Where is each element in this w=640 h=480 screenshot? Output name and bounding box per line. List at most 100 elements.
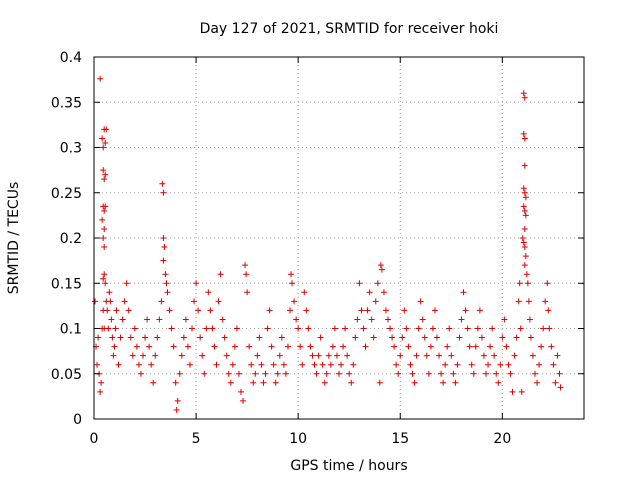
data-point: [101, 207, 108, 214]
data-point: [252, 370, 259, 377]
data-point: [100, 144, 107, 151]
data-point: [389, 334, 396, 341]
data-point: [434, 334, 440, 341]
data-point: [323, 370, 330, 377]
data-point: [325, 352, 332, 359]
data-point: [431, 307, 438, 314]
data-point: [487, 343, 494, 350]
data-point: [164, 289, 171, 296]
x-tick-label: 15: [391, 431, 409, 447]
data-point: [256, 334, 263, 341]
data-point: [231, 343, 238, 350]
data-point: [483, 370, 489, 377]
data-point: [340, 343, 347, 350]
data-point: [219, 316, 226, 323]
data-point: [288, 271, 295, 278]
data-point: [327, 361, 334, 368]
data-point: [415, 325, 422, 332]
data-point: [102, 280, 109, 287]
data-point: [189, 325, 195, 332]
data-point: [336, 370, 342, 377]
x-tick-label: 20: [493, 431, 511, 447]
y-tick-label: 0.3: [60, 141, 82, 157]
data-point: [391, 343, 398, 350]
data-point: [350, 361, 357, 368]
data-point: [313, 370, 320, 377]
data-point: [244, 289, 251, 296]
data-point: [146, 343, 153, 350]
data-point: [382, 307, 389, 314]
data-point: [521, 207, 528, 214]
data-point: [423, 352, 430, 359]
data-point: [163, 280, 170, 287]
data-point: [545, 307, 552, 314]
data-point: [360, 325, 367, 332]
data-point: [184, 343, 191, 350]
x-tick-label: 10: [289, 431, 307, 447]
data-point: [499, 334, 506, 341]
data-point: [168, 325, 175, 332]
data-point: [119, 316, 126, 323]
data-point: [282, 370, 289, 377]
data-point: [94, 361, 101, 368]
data-point: [274, 370, 281, 377]
data-point: [397, 352, 404, 359]
data-point: [248, 361, 255, 368]
data-point: [407, 361, 414, 368]
chart-title: Day 127 of 2021, SRMTID for receiver hok…: [200, 21, 499, 37]
data-point: [266, 307, 273, 314]
data-point: [522, 194, 529, 201]
data-point: [399, 334, 406, 341]
data-point: [520, 130, 527, 137]
data-point: [284, 343, 291, 350]
data-point: [101, 176, 108, 183]
data-point: [246, 343, 253, 350]
data-point: [319, 361, 326, 368]
data-point: [450, 370, 457, 377]
data-point: [211, 343, 218, 350]
data-point: [160, 235, 167, 241]
data-point: [117, 334, 124, 341]
data-point: [540, 325, 547, 332]
data-point: [444, 343, 451, 350]
data-point: [521, 189, 528, 196]
y-tick-label: 0.4: [60, 50, 82, 66]
data-point: [104, 307, 111, 314]
data-point: [521, 262, 528, 269]
data-point: [534, 379, 541, 386]
data-point: [223, 352, 230, 359]
data-point: [356, 280, 363, 287]
data-point: [123, 280, 130, 287]
data-point: [144, 316, 151, 323]
data-point: [458, 316, 465, 323]
data-point: [100, 275, 107, 282]
axis-ticks: [93, 56, 584, 420]
data-point: [522, 212, 529, 219]
data-point: [413, 352, 420, 359]
data-point: [525, 298, 532, 305]
data-point: [160, 189, 167, 196]
data-point: [299, 361, 306, 368]
y-tick-label: 0.35: [51, 95, 82, 111]
data-point: [109, 334, 116, 341]
data-point: [419, 316, 426, 323]
data-point: [158, 298, 165, 305]
data-point: [342, 325, 349, 332]
data-point: [100, 167, 107, 174]
data-point: [97, 388, 104, 395]
data-point: [442, 361, 449, 368]
data-point: [521, 135, 528, 142]
data-point: [548, 343, 555, 350]
data-point: [221, 334, 228, 341]
data-point: [395, 370, 402, 377]
data-point: [348, 379, 355, 386]
data-point: [452, 379, 459, 386]
data-point: [240, 397, 247, 404]
data-point: [368, 316, 375, 323]
x-tick-label: 5: [192, 431, 201, 447]
data-point: [297, 343, 304, 350]
data-point: [329, 343, 336, 350]
data-point: [142, 334, 149, 341]
data-point: [166, 307, 173, 314]
data-point: [140, 352, 146, 359]
